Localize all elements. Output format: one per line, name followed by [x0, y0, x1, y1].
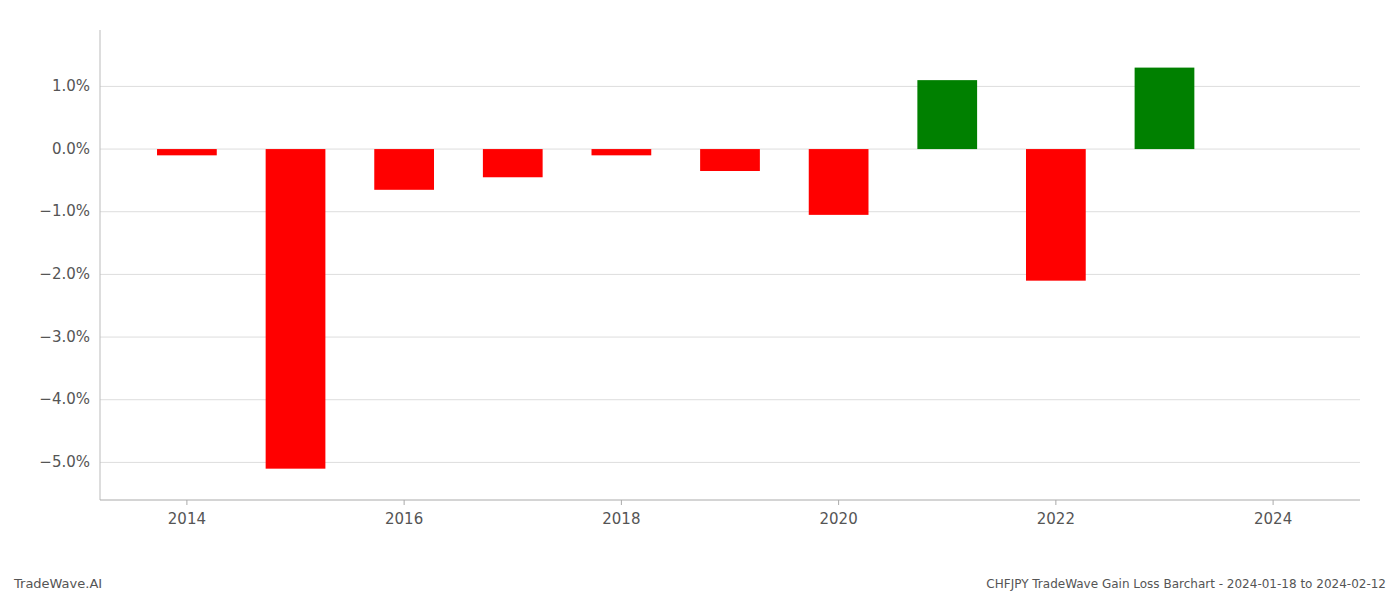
- y-axis: −5.0% −4.0% −3.0% −2.0% −1.0% 0.0% 1.0%: [39, 30, 100, 500]
- x-tick: [838, 500, 839, 505]
- chart-container: −5.0%−4.0%−3.0%−2.0%−1.0%0.0%1.0%2014201…: [0, 0, 1400, 600]
- x-tick: [186, 500, 187, 505]
- x-tick: [621, 500, 622, 505]
- bar: [592, 149, 652, 155]
- x-tick: [1055, 500, 1056, 505]
- x-axis: 2014 2016 2018 2020 2022 2024: [100, 500, 1360, 528]
- y-tick-label: −2.0%: [39, 265, 90, 283]
- x-axis-line: [100, 500, 1360, 501]
- bar: [266, 149, 326, 469]
- background: [0, 0, 1400, 600]
- bars: [157, 68, 1194, 469]
- y-axis-line: [100, 30, 101, 500]
- x-tick: [404, 500, 405, 505]
- bar: [374, 149, 434, 190]
- bar: [700, 149, 760, 171]
- y-tick-label: −4.0%: [39, 390, 90, 408]
- bar: [809, 149, 869, 215]
- bar: [157, 149, 217, 155]
- bar: [483, 149, 543, 177]
- watermark: TradeWave.AI: [13, 576, 102, 591]
- y-tick-label: 0.0%: [52, 140, 90, 158]
- y-tick-label: −5.0%: [39, 453, 90, 471]
- x-tick-label: 2018: [602, 510, 640, 528]
- x-tick-label: 2020: [820, 510, 858, 528]
- y-tick-label: 1.0%: [52, 77, 90, 95]
- x-tick-label: 2022: [1037, 510, 1075, 528]
- bar: [917, 80, 977, 149]
- x-tick: [1273, 500, 1274, 505]
- y-tick-label: −3.0%: [39, 328, 90, 346]
- x-tick-label: 2024: [1254, 510, 1292, 528]
- x-tick-label: 2014: [168, 510, 206, 528]
- bar: [1026, 149, 1086, 281]
- x-tick-label: 2016: [385, 510, 423, 528]
- title: CHFJPY TradeWave Gain Loss Barchart - 20…: [986, 577, 1386, 591]
- bar: [1135, 68, 1195, 149]
- y-tick-label: −1.0%: [39, 202, 90, 220]
- chart-svg: −5.0%−4.0%−3.0%−2.0%−1.0%0.0%1.0%2014201…: [0, 0, 1400, 600]
